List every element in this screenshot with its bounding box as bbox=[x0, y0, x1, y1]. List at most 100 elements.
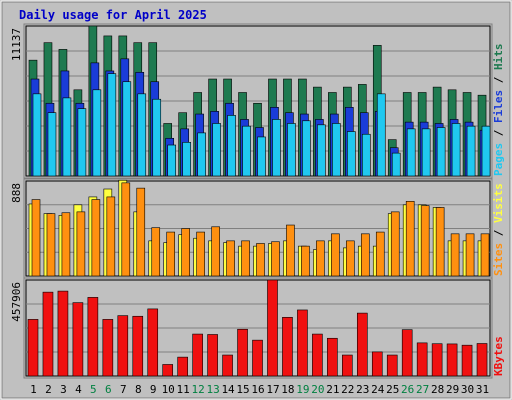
kbytes-bar bbox=[72, 302, 84, 377]
legend-hits: Hits bbox=[492, 44, 505, 71]
day-label: 28 bbox=[431, 383, 444, 396]
sites-bar bbox=[480, 233, 490, 277]
pages-bar bbox=[272, 119, 281, 177]
day-label: 2 bbox=[45, 383, 52, 396]
sites-bar bbox=[76, 211, 86, 277]
sites-bar bbox=[405, 201, 415, 277]
pages-bar bbox=[32, 93, 42, 177]
sites-bar bbox=[181, 228, 190, 277]
kbytes-bar bbox=[282, 316, 293, 377]
sites-bar bbox=[271, 241, 280, 277]
day-label: 5 bbox=[90, 383, 97, 396]
day-label: 29 bbox=[446, 383, 459, 396]
day-label: 30 bbox=[461, 383, 474, 396]
kbytes-bar bbox=[117, 315, 129, 377]
day-label: 25 bbox=[386, 383, 399, 396]
legend-sites: Sites bbox=[492, 243, 505, 276]
legend-files: Files bbox=[492, 90, 505, 123]
day-label: 31 bbox=[476, 383, 489, 396]
kbytes-bar bbox=[371, 351, 383, 377]
kbytes-bar bbox=[476, 343, 488, 377]
kbytes-bar bbox=[342, 354, 353, 377]
sites-bar bbox=[241, 240, 250, 277]
sites-bar bbox=[346, 240, 355, 277]
pages-bar bbox=[347, 131, 356, 177]
kbytes-bar bbox=[177, 356, 188, 377]
day-label: 23 bbox=[356, 383, 369, 396]
kbytes-legend: KBytes bbox=[492, 336, 505, 376]
kbytes-bar bbox=[132, 315, 144, 377]
sites-bar bbox=[46, 213, 56, 277]
legend-visits: Visits bbox=[492, 183, 505, 223]
sites-bar bbox=[106, 196, 116, 277]
kbytes-bar bbox=[386, 354, 398, 377]
pages-bar bbox=[302, 120, 311, 177]
pages-bar bbox=[152, 98, 162, 177]
day-label: 1 bbox=[30, 383, 37, 396]
kbytes-bar bbox=[356, 312, 368, 377]
day-label: 8 bbox=[135, 383, 142, 396]
pages-bar bbox=[122, 81, 132, 177]
legend-pages: Pages bbox=[492, 143, 505, 176]
sites-bar bbox=[136, 187, 146, 277]
sites-bar bbox=[435, 207, 445, 277]
day-label: 12 bbox=[192, 383, 205, 396]
day-label: 14 bbox=[221, 383, 235, 396]
day-label: 22 bbox=[341, 383, 354, 396]
sites-bar bbox=[226, 240, 235, 277]
pages-bar bbox=[227, 115, 236, 177]
kbytes-bar bbox=[27, 319, 39, 377]
kbytes-bar bbox=[267, 279, 278, 377]
kbytes-bar bbox=[446, 343, 458, 377]
pages-bar bbox=[287, 123, 296, 177]
day-label: 4 bbox=[75, 383, 82, 396]
sites-bar bbox=[301, 245, 310, 277]
chart-title: Daily usage for April 2025 bbox=[19, 8, 207, 22]
kbytes-bar bbox=[461, 344, 473, 377]
day-label: 11 bbox=[177, 383, 190, 396]
kbytes-bar bbox=[252, 339, 263, 377]
day-label: 3 bbox=[60, 383, 67, 396]
day-label: 13 bbox=[206, 383, 219, 396]
kbytes-bar bbox=[297, 309, 308, 377]
pages-bar bbox=[242, 125, 251, 177]
legend-separator: / bbox=[492, 223, 505, 243]
sites-bar bbox=[256, 243, 265, 277]
sites-bar bbox=[121, 182, 131, 277]
day-label: 7 bbox=[120, 383, 127, 396]
sites-bar bbox=[331, 233, 340, 277]
kbytes-bar bbox=[102, 319, 114, 377]
day-label: 21 bbox=[326, 383, 339, 396]
kbytes-bar bbox=[162, 364, 174, 377]
sites-bar bbox=[91, 199, 101, 277]
kbytes-bar bbox=[237, 328, 248, 377]
sites-bar bbox=[166, 231, 176, 277]
pages-bar bbox=[406, 128, 416, 177]
day-label: 6 bbox=[105, 383, 112, 396]
kbytes-bar bbox=[57, 290, 69, 377]
kbytes-bar bbox=[416, 342, 428, 377]
sites-bar bbox=[360, 233, 370, 277]
pages-bar bbox=[212, 123, 221, 177]
pages-bar bbox=[317, 124, 326, 177]
legend-separator: / bbox=[492, 123, 505, 143]
day-label: 19 bbox=[296, 383, 309, 396]
pages-bar bbox=[257, 136, 266, 177]
kbytes-bar bbox=[147, 308, 159, 377]
kbytes-bar bbox=[42, 291, 54, 377]
pages-bar bbox=[481, 125, 491, 177]
day-label: 16 bbox=[251, 383, 264, 396]
pages-bar bbox=[197, 132, 206, 177]
kbytes-bar bbox=[222, 354, 233, 377]
pages-bar bbox=[466, 125, 476, 177]
sites-bar bbox=[211, 226, 220, 277]
sites-bar bbox=[420, 205, 430, 277]
kbytes-bar bbox=[207, 334, 218, 377]
pages-bar bbox=[391, 152, 401, 177]
day-label: 27 bbox=[416, 383, 429, 396]
day-label: 9 bbox=[150, 383, 157, 396]
day-label: 10 bbox=[162, 383, 175, 396]
